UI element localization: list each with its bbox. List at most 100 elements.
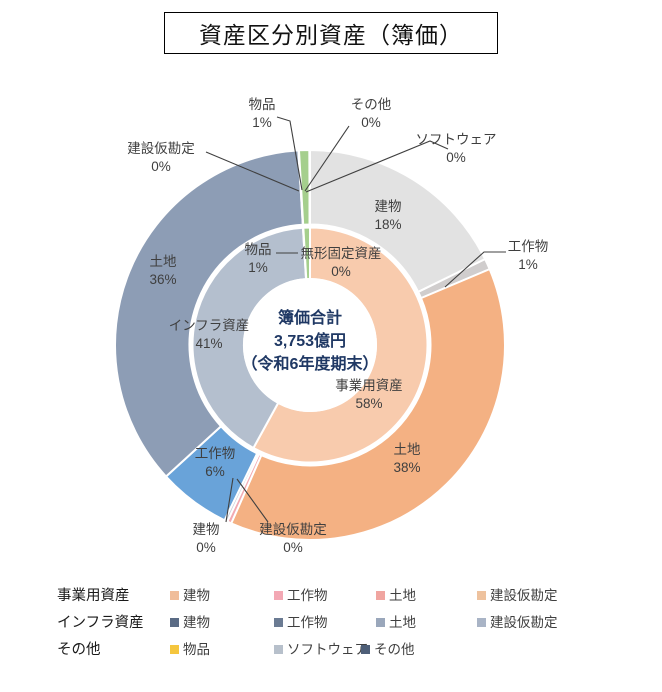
chart-label-buppin-outer: 物品 1%: [249, 96, 276, 132]
chart-label-jigyo-shisan: 事業用資産 58%: [335, 377, 403, 413]
label-percent: 1%: [248, 260, 268, 275]
label-percent: 6%: [205, 464, 225, 479]
legend-swatch: [376, 591, 385, 600]
legend-swatch: [376, 618, 385, 627]
chart-label-infra-shisan: インフラ資産 41%: [169, 317, 250, 353]
chart-label-tochi-infra: 土地 36%: [149, 253, 176, 289]
label-percent: 0%: [196, 540, 216, 555]
label-name: その他: [350, 97, 392, 112]
legend-swatch: [477, 591, 486, 600]
leader-line-kousaku-jigyo: [444, 251, 506, 288]
label-percent: 0%: [361, 115, 381, 130]
chart-label-tochi-jigyo: 土地 38%: [393, 441, 420, 477]
chart-label-sonota-outer: その他 0%: [351, 96, 392, 132]
label-name: 事業用資産: [335, 378, 403, 393]
label-name: 建物: [374, 199, 402, 214]
center-line-1: 簿価合計: [277, 310, 342, 327]
legend-label: 工作物: [287, 615, 328, 630]
leader-line-tatemono-infra: [225, 477, 234, 523]
chart-label-kousaku-jigyo: 工作物 1%: [508, 238, 549, 274]
legend-row-インフラ資産: インフラ資産 建物 工作物 土地 建設仮勘定: [0, 611, 662, 631]
chart-label-tatemono-infra: 建物 0%: [193, 521, 220, 557]
label-percent: 0%: [446, 150, 466, 165]
legend-row-その他: その他 物品 ソフトウェア その他: [0, 638, 662, 658]
legend-item-事業用資産-建設仮勘定: 建設仮勘定: [477, 584, 558, 604]
legend-item-インフラ資産-工作物: 工作物: [274, 611, 328, 631]
legend-label: ソフトウェア: [287, 642, 368, 657]
legend-item-事業用資産-土地: 土地: [376, 584, 416, 604]
label-name: ソフトウェア: [415, 132, 497, 147]
legend-label: 工作物: [287, 588, 328, 603]
legend-item-その他-その他: その他: [361, 638, 415, 658]
legend-swatch: [274, 591, 283, 600]
chart-title: 資産区分別資産（簿価）: [164, 12, 498, 54]
chart-label-kensetsu-infra: 建設仮勘定 0%: [127, 140, 195, 176]
label-percent: 18%: [374, 217, 402, 232]
label-percent: 36%: [149, 272, 177, 287]
label-name: 工作物: [194, 446, 236, 461]
legend-swatch: [170, 645, 179, 654]
legend-item-その他-ソフトウェア: ソフトウェア: [274, 638, 368, 658]
label-percent: 1%: [252, 115, 272, 130]
label-name: 無形固定資産: [300, 246, 382, 261]
legend-row-header: その他: [57, 642, 101, 658]
chart-label-tatemono-jigyo: 建物 18%: [374, 198, 401, 234]
legend-item-インフラ資産-土地: 土地: [376, 611, 416, 631]
legend-row-事業用資産: 事業用資産 建物 工作物 土地 建設仮勘定: [0, 584, 662, 604]
label-name: 土地: [149, 254, 177, 269]
chart-center-total: 簿価合計 3,753億円 （令和6年度期末）: [242, 307, 379, 376]
legend-item-インフラ資産-建設仮勘定: 建設仮勘定: [477, 611, 558, 631]
label-name: 物品: [248, 97, 276, 112]
slice-outer-土地: [114, 149, 304, 478]
legend-row-header: 事業用資産: [57, 588, 130, 604]
legend-label: 建物: [183, 615, 210, 630]
legend-item-その他-物品: 物品: [170, 638, 210, 658]
chart-label-mukei-kotei: 無形固定資産 0%: [301, 245, 382, 281]
label-name: インフラ資産: [168, 318, 250, 333]
label-name: 建設仮勘定: [127, 141, 195, 156]
leader-line-kensetsu-infra: [205, 151, 300, 192]
leader-line-kensetsu-jigyo: [236, 478, 269, 523]
legend-label: 物品: [183, 642, 210, 657]
label-percent: 0%: [283, 540, 303, 555]
legend-item-事業用資産-工作物: 工作物: [274, 584, 328, 604]
center-line-2: 3,753億円: [273, 333, 347, 350]
center-line-3: （令和6年度期末）: [241, 356, 379, 373]
label-name: 建設仮勘定: [259, 522, 327, 537]
chart-label-software-outer: ソフトウェア 0%: [416, 131, 497, 167]
chart-label-buppin-inner: 物品 1%: [245, 241, 272, 277]
leader-line-sonota-outer: [304, 125, 350, 192]
legend-label: 建物: [183, 588, 210, 603]
label-name: 物品: [244, 242, 272, 257]
legend-label: その他: [374, 642, 415, 657]
label-percent: 41%: [195, 336, 223, 351]
legend-row-header: インフラ資産: [57, 615, 144, 631]
label-name: 建物: [192, 522, 220, 537]
chart-label-kousaku-infra: 工作物 6%: [195, 445, 236, 481]
legend-label: 土地: [389, 588, 416, 603]
label-name: 工作物: [507, 239, 549, 254]
legend-swatch: [477, 618, 486, 627]
legend-swatch: [274, 618, 283, 627]
leader-line-software-outer: [305, 140, 449, 193]
legend-swatch: [170, 618, 179, 627]
chart-label-kensetsu-jigyo: 建設仮勘定 0%: [259, 521, 327, 557]
legend-swatch: [170, 591, 179, 600]
donut-chart: [114, 116, 506, 541]
legend-swatch: [274, 645, 283, 654]
label-percent: 1%: [518, 257, 538, 272]
label-percent: 0%: [331, 264, 351, 279]
legend-label: 建設仮勘定: [490, 588, 558, 603]
label-percent: 58%: [355, 396, 383, 411]
center-disc: [243, 278, 377, 412]
legend-label: 土地: [389, 615, 416, 630]
slice-outer-土地: [230, 268, 506, 541]
label-percent: 0%: [151, 159, 171, 174]
label-percent: 38%: [393, 460, 421, 475]
legend-swatch: [361, 645, 370, 654]
leader-line-buppin-outer: [276, 116, 303, 191]
label-name: 土地: [393, 442, 421, 457]
legend-item-事業用資産-建物: 建物: [170, 584, 210, 604]
legend-item-インフラ資産-建物: 建物: [170, 611, 210, 631]
